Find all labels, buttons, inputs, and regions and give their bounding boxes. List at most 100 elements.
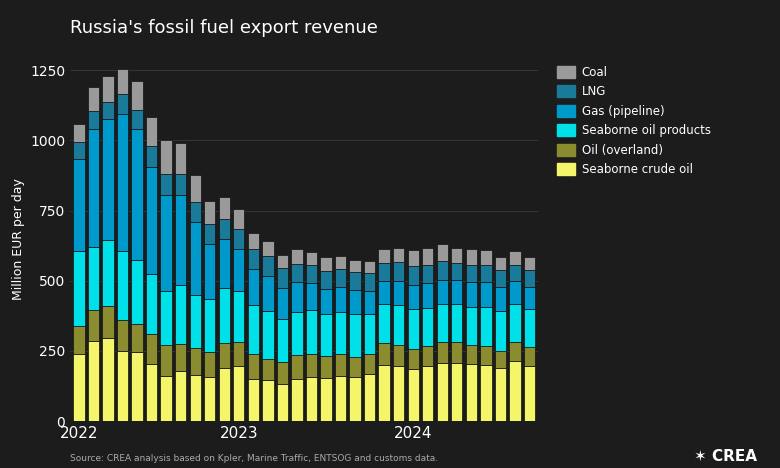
Bar — [117, 251, 128, 320]
Bar — [262, 241, 274, 256]
Bar — [131, 110, 143, 129]
Bar — [349, 357, 360, 377]
Bar — [495, 311, 506, 351]
Bar — [248, 354, 259, 379]
Bar — [407, 250, 419, 266]
Bar — [190, 175, 201, 202]
Bar — [364, 354, 375, 374]
Bar — [161, 376, 172, 421]
Legend: Coal, LNG, Gas (pipeline), Seaborne oil products, Oil (overland), Seaborne crude: Coal, LNG, Gas (pipeline), Seaborne oil … — [554, 62, 714, 180]
Bar — [248, 269, 259, 305]
Bar — [393, 344, 404, 366]
Bar — [248, 379, 259, 421]
Bar — [277, 362, 288, 384]
Bar — [146, 146, 158, 167]
Bar — [175, 344, 186, 371]
Bar — [495, 351, 506, 368]
Bar — [393, 280, 404, 305]
Bar — [422, 265, 434, 283]
Bar — [306, 265, 317, 283]
Bar — [422, 308, 434, 346]
Bar — [451, 280, 463, 304]
Bar — [117, 320, 128, 351]
Bar — [73, 159, 84, 251]
Bar — [306, 377, 317, 421]
Bar — [422, 283, 434, 308]
Bar — [291, 312, 303, 355]
Bar — [117, 94, 128, 114]
Bar — [291, 355, 303, 379]
Bar — [161, 345, 172, 376]
Bar — [306, 283, 317, 310]
Bar — [277, 319, 288, 362]
Bar — [88, 111, 99, 129]
Bar — [451, 248, 463, 263]
Bar — [495, 270, 506, 287]
Bar — [335, 354, 346, 376]
Bar — [248, 233, 259, 249]
Bar — [495, 256, 506, 270]
Bar — [102, 76, 114, 102]
Bar — [335, 376, 346, 421]
Bar — [524, 309, 535, 347]
Bar — [161, 195, 172, 291]
Bar — [466, 282, 477, 307]
Bar — [291, 264, 303, 282]
Bar — [349, 271, 360, 290]
Bar — [480, 265, 491, 282]
Bar — [335, 312, 346, 354]
Bar — [218, 288, 230, 343]
Bar — [175, 174, 186, 195]
Bar — [73, 142, 84, 159]
Bar — [321, 314, 332, 356]
Bar — [233, 366, 244, 421]
Bar — [422, 366, 434, 421]
Bar — [204, 352, 215, 377]
Bar — [524, 287, 535, 309]
Text: ✶ CREA: ✶ CREA — [693, 448, 757, 463]
Bar — [451, 342, 463, 363]
Bar — [175, 371, 186, 421]
Bar — [407, 285, 419, 309]
Bar — [451, 304, 463, 342]
Bar — [277, 384, 288, 421]
Bar — [335, 287, 346, 312]
Bar — [509, 304, 520, 342]
Bar — [466, 265, 477, 282]
Bar — [321, 356, 332, 378]
Bar — [262, 380, 274, 421]
Bar — [378, 343, 390, 365]
Bar — [291, 282, 303, 312]
Bar — [117, 351, 128, 421]
Bar — [480, 346, 491, 365]
Bar — [393, 305, 404, 344]
Bar — [451, 363, 463, 421]
Bar — [437, 244, 448, 262]
Bar — [262, 311, 274, 358]
Bar — [321, 271, 332, 289]
Bar — [161, 291, 172, 345]
Bar — [437, 363, 448, 421]
Bar — [190, 222, 201, 295]
Bar — [364, 292, 375, 314]
Bar — [248, 249, 259, 269]
Bar — [321, 289, 332, 314]
Bar — [393, 366, 404, 421]
Bar — [204, 244, 215, 299]
Bar — [262, 276, 274, 311]
Y-axis label: Million EUR per day: Million EUR per day — [12, 178, 25, 300]
Bar — [262, 256, 274, 276]
Bar — [437, 262, 448, 280]
Bar — [466, 364, 477, 421]
Bar — [378, 365, 390, 421]
Bar — [378, 281, 390, 304]
Bar — [102, 119, 114, 240]
Bar — [277, 255, 288, 268]
Bar — [131, 81, 143, 110]
Bar — [73, 251, 84, 326]
Bar — [88, 87, 99, 111]
Bar — [117, 69, 128, 94]
Bar — [233, 209, 244, 229]
Text: Source: CREA analysis based on Kpler, Marine Traffic, ENTSOG and customs data.: Source: CREA analysis based on Kpler, Ma… — [70, 454, 438, 463]
Bar — [378, 263, 390, 281]
